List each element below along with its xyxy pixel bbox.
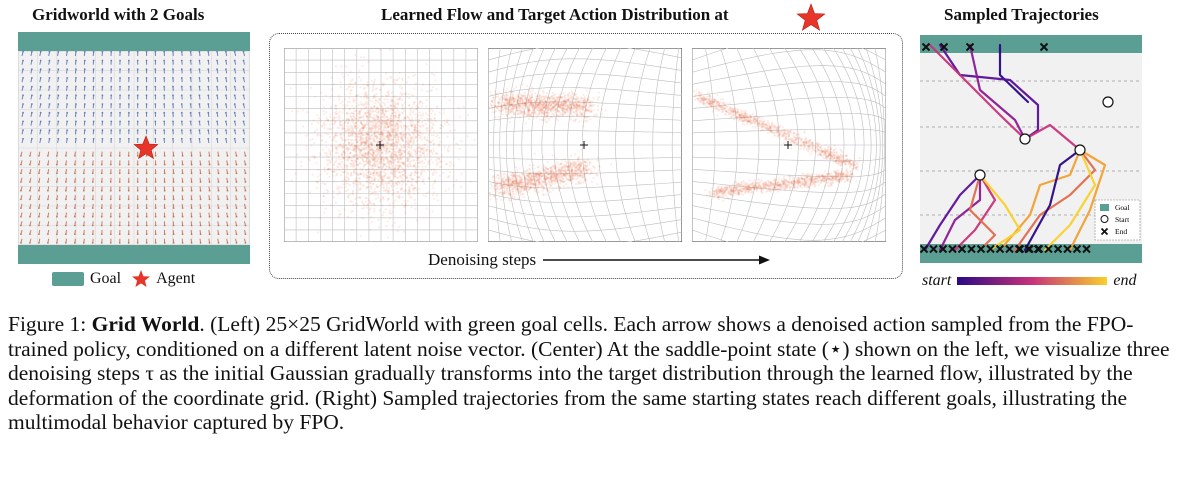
agent-legend-star-icon bbox=[132, 270, 151, 287]
agent-legend-label: Agent bbox=[156, 270, 196, 287]
sampled-trajectory-paths bbox=[923, 43, 1107, 252]
flow-step-3-grid bbox=[692, 48, 886, 242]
traj-top-goal-row bbox=[920, 35, 1142, 53]
flow-step-1-grid bbox=[284, 48, 478, 242]
traj-legend-end-label: End bbox=[1115, 227, 1127, 236]
flow-step-2-origin-marker bbox=[580, 141, 588, 149]
traj-legend-goal-swatch bbox=[1100, 204, 1109, 211]
traj-legend-start-label: Start bbox=[1115, 215, 1130, 224]
colorbar-start-label: start bbox=[922, 272, 952, 289]
colorbar-gradient bbox=[957, 277, 1108, 285]
caption-body: . (Left) 25×25 GridWorld with green goal… bbox=[8, 312, 1170, 435]
trajectory-start-markers bbox=[974, 96, 1114, 181]
traj-legend-goal-label: Goal bbox=[1115, 203, 1130, 212]
trajectory-legend: Goal Start End bbox=[1094, 199, 1141, 241]
flow-step-3-particles bbox=[693, 88, 861, 202]
denoising-steps-box bbox=[269, 33, 903, 279]
top-goal-row bbox=[18, 32, 250, 51]
gridworld-gridlines bbox=[18, 32, 250, 264]
denoising-axis-label: Denoising steps bbox=[428, 250, 537, 269]
colorbar-end-label: end bbox=[1113, 272, 1137, 289]
trajectory-end-markers bbox=[920, 42, 1091, 254]
flow-step-1-particles bbox=[289, 48, 476, 239]
trajectories-plot: Goal Start End bbox=[920, 35, 1142, 263]
flow-step-3-origin-marker bbox=[784, 141, 792, 149]
agent-star-icon bbox=[133, 135, 159, 160]
flow-step-2-plot bbox=[488, 48, 682, 242]
flow-step-2-particles bbox=[488, 83, 613, 202]
right-panel-title: Sampled Trajectories bbox=[944, 5, 1099, 24]
bottom-goal-row bbox=[18, 245, 250, 264]
trajectory-colorbar: start end bbox=[922, 272, 1136, 290]
denoised-action-arrows bbox=[20, 50, 247, 244]
denoising-axis: Denoising steps bbox=[428, 250, 771, 270]
left-legend: Goal Agent bbox=[52, 269, 195, 289]
flow-step-3-plot bbox=[692, 48, 886, 242]
figure-caption: Figure 1: Grid World. (Left) 25×25 GridW… bbox=[8, 312, 1178, 435]
goal-legend-label: Goal bbox=[90, 270, 122, 287]
caption-figure-label: Figure 1: bbox=[8, 312, 87, 336]
flow-step-1-plot bbox=[284, 48, 478, 242]
gridworld-plot bbox=[18, 32, 250, 264]
target-star-icon bbox=[796, 3, 826, 31]
caption-bold-title: Grid World bbox=[91, 312, 200, 336]
center-panel-title: Learned Flow and Target Action Distribut… bbox=[381, 5, 729, 24]
denoising-arrow-icon bbox=[543, 255, 771, 265]
flow-step-1-origin-marker bbox=[376, 141, 384, 149]
goal-legend-swatch bbox=[52, 272, 84, 286]
left-panel-title: Gridworld with 2 Goals bbox=[32, 5, 205, 24]
traj-legend-start-icon bbox=[1100, 215, 1109, 223]
traj-legend-end-icon bbox=[1100, 227, 1109, 236]
flow-step-2-grid bbox=[488, 48, 682, 242]
